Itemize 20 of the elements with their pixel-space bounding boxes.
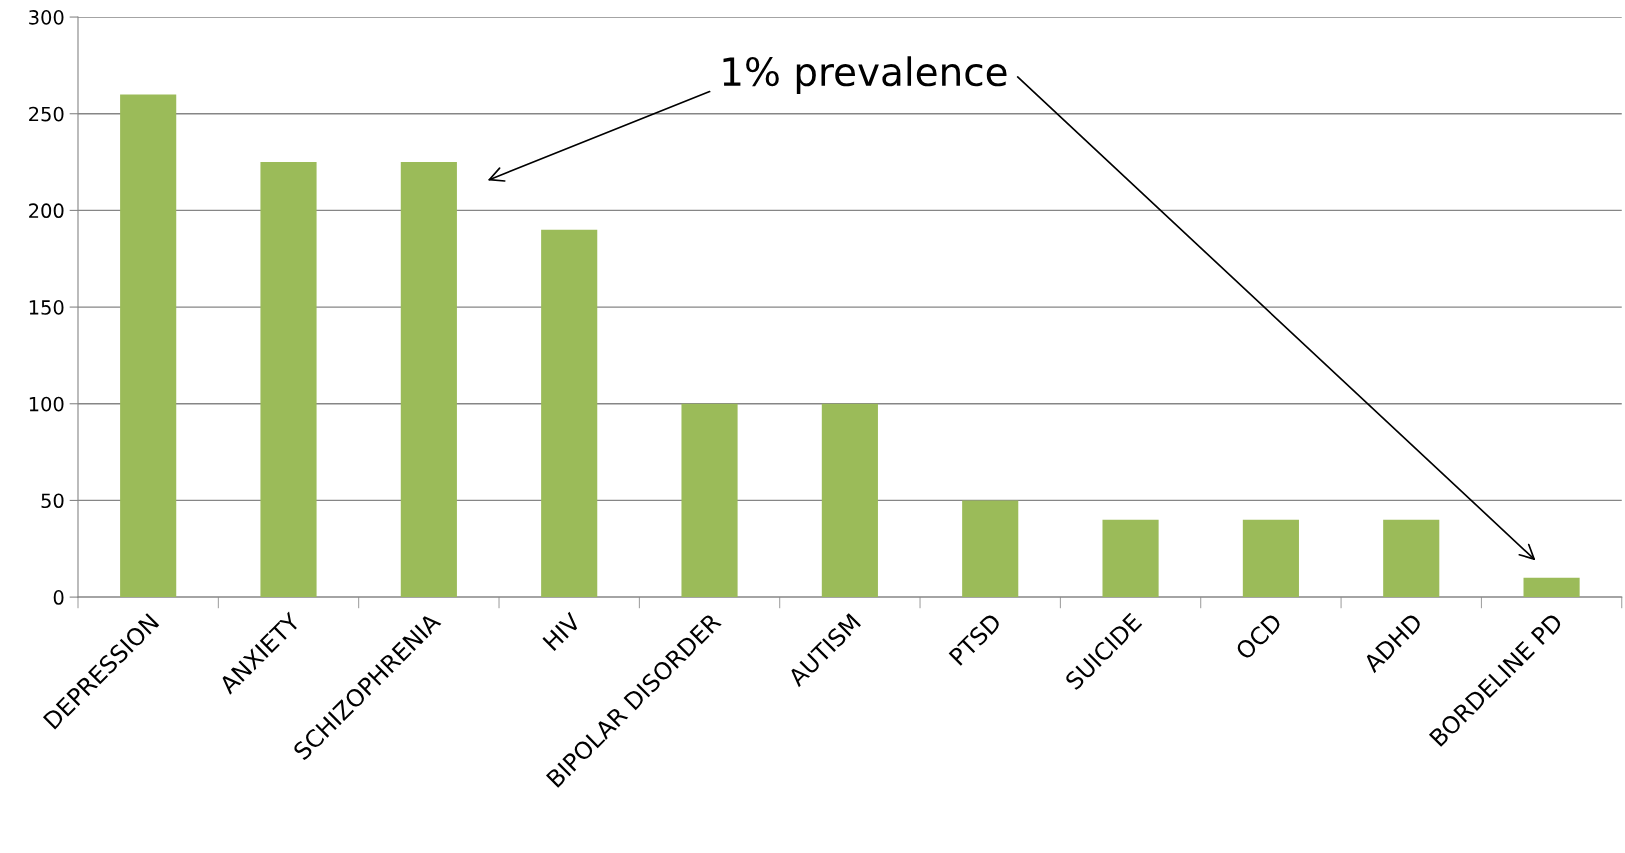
y-tick-label: 0 xyxy=(53,590,64,605)
bar xyxy=(681,403,738,598)
bar xyxy=(260,162,317,598)
bar xyxy=(541,229,598,598)
bar xyxy=(120,94,177,598)
y-tick-label: 100 xyxy=(29,396,64,412)
bar xyxy=(1102,519,1159,598)
bar xyxy=(1383,519,1440,598)
bar xyxy=(962,500,1019,598)
bar xyxy=(400,162,457,598)
bar xyxy=(821,403,878,598)
y-tick-label: 300 xyxy=(29,10,64,25)
bar xyxy=(1523,577,1580,598)
annotation: 1% prevalence xyxy=(723,56,1007,94)
y-tick-label: 150 xyxy=(29,300,64,315)
y-tick-label: 50 xyxy=(41,493,64,509)
bar xyxy=(1242,519,1299,598)
y-tick-label: 250 xyxy=(29,106,64,122)
y-tick-label: 200 xyxy=(29,203,64,219)
x-tick-label: HIV xyxy=(542,611,582,651)
